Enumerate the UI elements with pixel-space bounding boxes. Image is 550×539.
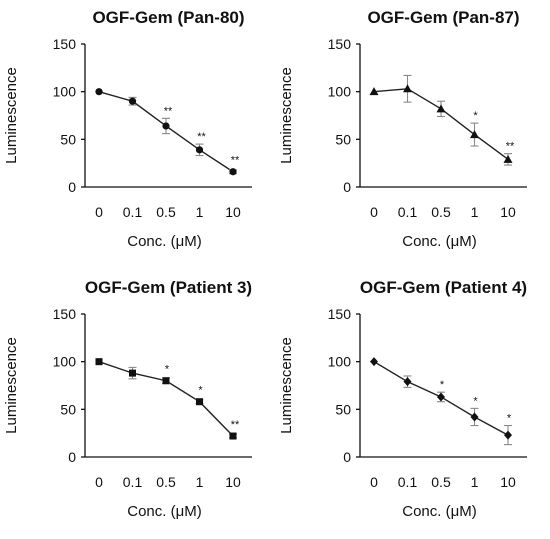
data-point (162, 377, 170, 385)
y-tick-label: 50 (335, 131, 351, 147)
x-tick-label: 0.5 (156, 474, 176, 490)
y-tick-label: 150 (53, 306, 77, 322)
y-axis-label: Luminescence (3, 337, 20, 434)
x-tick-label: 0.1 (398, 204, 418, 220)
y-tick-label: 50 (60, 131, 76, 147)
x-axis-label: Conc. (μM) (127, 503, 201, 520)
data-point (437, 392, 445, 402)
x-tick-label: 0.1 (123, 474, 143, 490)
y-tick-label: 100 (53, 84, 77, 100)
x-tick-label: 1 (196, 204, 204, 220)
data-point (195, 146, 204, 154)
x-tick-label: 0.1 (123, 204, 143, 220)
x-tick-label: 0 (95, 474, 103, 490)
significance-label: ** (231, 419, 240, 431)
chart-title: OGF-Gem (Pan-80) (92, 8, 244, 27)
data-point (128, 97, 137, 105)
y-tick-label: 50 (335, 401, 351, 417)
data-point (504, 430, 512, 440)
data-point (503, 154, 513, 163)
data-point (369, 87, 379, 96)
chart-title: OGF-Gem (Patient 4) (360, 278, 527, 297)
data-point (370, 357, 378, 367)
significance-label: ** (197, 131, 206, 143)
x-tick-label: 0.5 (431, 204, 451, 220)
data-point (95, 88, 103, 96)
y-tick-label: 0 (68, 449, 76, 465)
data-point (403, 84, 412, 93)
chart-panel-pan-80: OGF-Gem (Pan-80) 0 50 100 150 0 0.1 0.5 1 10 Conc.… (0, 0, 275, 269)
y-tick-label: 0 (68, 179, 76, 195)
significance-label: * (165, 364, 170, 376)
significance-label: * (473, 395, 478, 407)
significance-label: * (507, 413, 512, 425)
x-tick-label: 0.1 (398, 474, 418, 490)
x-tick-label: 10 (500, 204, 516, 220)
x-tick-label: 0.5 (156, 204, 176, 220)
data-point (436, 104, 446, 113)
x-axis-label: Conc. (μM) (402, 503, 476, 520)
x-tick-label: 0 (370, 474, 378, 490)
chart-svg: OGF-Gem (Patient 4) 0 50 100 150 0 0.1 0.5 1 10 Co… (278, 278, 527, 520)
data-point (229, 168, 237, 176)
y-axis-label: Luminescence (278, 337, 295, 434)
significance-label: ** (506, 141, 515, 153)
y-tick-label: 0 (343, 449, 351, 465)
x-tick-label: 10 (225, 204, 241, 220)
y-tick-label: 100 (328, 84, 352, 100)
y-tick-label: 150 (53, 36, 77, 52)
x-tick-label: 0 (370, 204, 378, 220)
series-line (373, 88, 509, 160)
x-tick-label: 1 (196, 474, 204, 490)
chart-panel-patient-3: OGF-Gem (Patient 3) 0 50 100 150 0 0.1 0.5 1 10 Co… (0, 270, 275, 539)
data-point (129, 369, 136, 377)
x-tick-label: 10 (225, 474, 241, 490)
significance-label: * (198, 385, 203, 397)
data-point (162, 122, 170, 130)
y-tick-label: 150 (328, 36, 352, 52)
x-tick-label: 1 (471, 204, 479, 220)
chart-title: OGF-Gem (Pan-87) (367, 8, 519, 27)
significance-label: ** (164, 105, 173, 117)
y-axis-label: Luminescence (278, 67, 295, 164)
significance-label: * (473, 110, 478, 122)
data-point (196, 398, 203, 406)
significance-label: * (440, 379, 445, 391)
data-point (95, 358, 103, 366)
chart-svg: OGF-Gem (Pan-87) 0 50 100 150 0 0.1 0.5 1 10 Conc.… (278, 8, 527, 250)
chart-panel-patient-4: OGF-Gem (Patient 4) 0 50 100 150 0 0.1 0.5 1 10 Co… (275, 270, 550, 539)
x-tick-label: 1 (471, 474, 479, 490)
x-tick-label: 0 (95, 204, 103, 220)
y-tick-label: 100 (328, 354, 352, 370)
data-point (229, 432, 237, 440)
y-tick-label: 0 (343, 179, 351, 195)
x-axis-label: Conc. (μM) (402, 233, 476, 250)
chart-svg: OGF-Gem (Pan-80) 0 50 100 150 0 0.1 0.5 1 10 Conc.… (3, 8, 252, 250)
chart-panel-pan-87: OGF-Gem (Pan-87) 0 50 100 150 0 0.1 0.5 1 10 Conc.… (275, 0, 550, 269)
chart-svg: OGF-Gem (Patient 3) 0 50 100 150 0 0.1 0.5 1 10 Co… (3, 278, 252, 520)
y-tick-label: 100 (53, 354, 77, 370)
x-tick-label: 0.5 (431, 474, 451, 490)
y-tick-label: 150 (328, 306, 352, 322)
chart-title: OGF-Gem (Patient 3) (85, 278, 252, 297)
data-point (403, 377, 412, 387)
y-tick-label: 50 (60, 401, 76, 417)
data-point (470, 130, 479, 139)
significance-label: ** (231, 155, 240, 167)
x-axis-label: Conc. (μM) (127, 233, 201, 250)
x-tick-label: 10 (500, 474, 516, 490)
y-axis-label: Luminescence (3, 67, 20, 164)
data-point (470, 412, 479, 422)
